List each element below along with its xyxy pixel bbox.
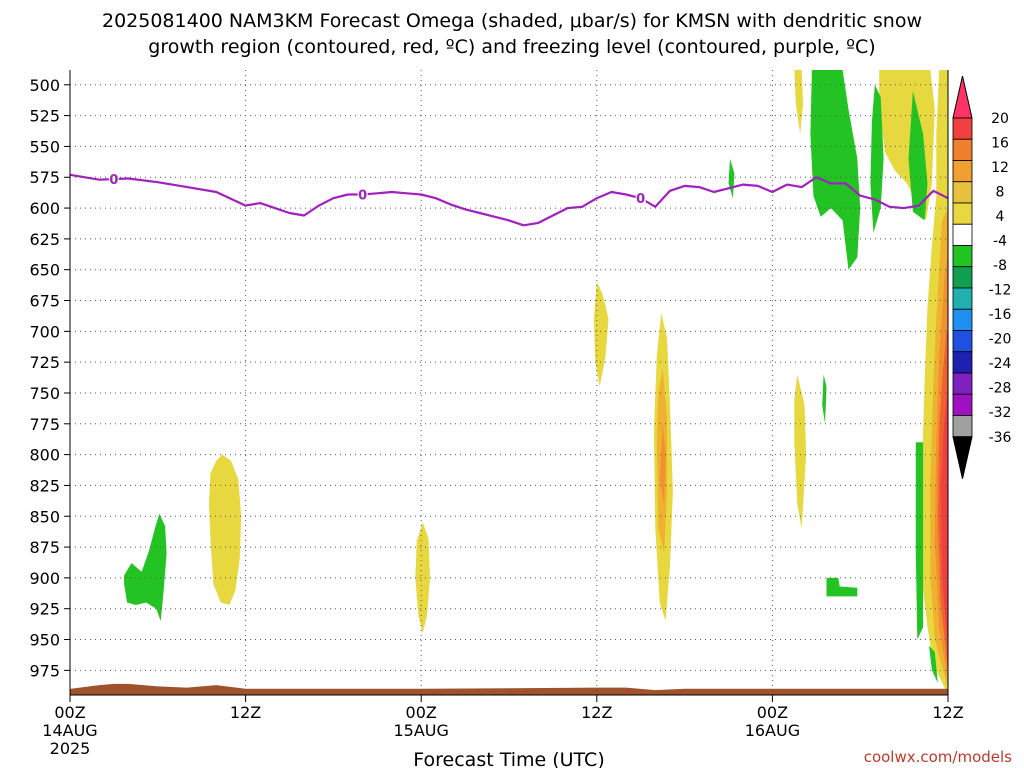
freezing-level-label-bg [357, 186, 368, 202]
colorbar-swatch [952, 117, 973, 140]
omega-region [929, 645, 938, 683]
colorbar-label: -20 [989, 332, 1012, 348]
colorbar-swatch [952, 287, 973, 310]
omega-region [415, 522, 430, 634]
y-tick-label: 550 [29, 137, 60, 156]
x-tick-label: 12Z [581, 703, 612, 722]
y-tick-label: 800 [29, 446, 60, 465]
y-tick-label: 975 [29, 661, 60, 680]
omega-region [810, 70, 861, 270]
omega-region [209, 454, 242, 605]
y-tick-label: 875 [29, 538, 60, 557]
freezing-level-label-bg [108, 171, 119, 187]
y-tick-label: 650 [29, 261, 60, 280]
y-tick-label: 675 [29, 292, 60, 311]
colorbar-label: 8 [996, 185, 1005, 201]
omega-region [659, 423, 666, 504]
colorbar-swatch [952, 223, 973, 246]
x-tick-date: 15AUG [393, 721, 448, 740]
y-tick-label: 725 [29, 353, 60, 372]
omega-region [915, 442, 924, 640]
omega-region [728, 158, 735, 199]
terrain-band [70, 683, 948, 695]
colorbar-label: -8 [993, 258, 1007, 274]
colorbar-swatch [952, 202, 973, 225]
omega-region [940, 380, 948, 652]
colorbar-label: 20 [991, 111, 1009, 127]
colorbar-label: -12 [989, 283, 1012, 299]
freezing-level-line [69, 173, 949, 227]
colorbar-label: 12 [991, 160, 1009, 176]
y-tick-label: 950 [29, 631, 60, 650]
x-tick-date: 14AUG [42, 721, 97, 740]
y-tick-label: 750 [29, 384, 60, 403]
grid-lines [70, 70, 948, 695]
x-tick-label: 00Z [757, 703, 788, 722]
credit-text: coolwx.com/models [864, 748, 1012, 766]
y-tick-label: 825 [29, 476, 60, 495]
colorbar-swatch [952, 266, 973, 289]
plot-area: 0 0 0 [69, 70, 949, 696]
y-tick-label: 700 [29, 322, 60, 341]
colorbar-swatch [952, 181, 973, 204]
colorbar-label: -16 [989, 307, 1012, 323]
colorbar-label: -24 [989, 356, 1012, 372]
chart-title-line-1: 2025081400 NAM3KM Forecast Omega (shaded… [102, 10, 922, 32]
x-tick-label: 12Z [932, 703, 963, 722]
y-tick-label: 625 [29, 230, 60, 249]
colorbar-swatch [952, 160, 973, 183]
colorbar-swatch [952, 308, 973, 331]
colorbar: 20 16 12 8 4 -4 -8 -12 -16 -20 -24 -28 -32 -36 [952, 75, 1012, 479]
colorbar-label: -32 [989, 405, 1012, 421]
x-tick-label: 00Z [406, 703, 437, 722]
freezing-level-label-bg [635, 190, 646, 206]
x-tick-date: 16AUG [745, 721, 800, 740]
y-tick-label: 925 [29, 600, 60, 619]
colorbar-swatch [952, 372, 973, 395]
y-tick-label: 500 [29, 76, 60, 95]
y-tick-label: 575 [29, 168, 60, 187]
freezing-level-label: 0 [358, 189, 367, 204]
colorbar-bottom-arrow [952, 436, 973, 479]
colorbar-label: 4 [996, 209, 1005, 225]
freezing-level-label: 0 [636, 192, 645, 207]
colorbar-swatch [952, 393, 973, 416]
omega-region [593, 282, 609, 387]
omega-region [794, 374, 807, 529]
y-tick-label: 600 [29, 199, 60, 218]
y-tick-label: 525 [29, 107, 60, 126]
omega-region [794, 70, 804, 135]
colorbar-label: 16 [991, 136, 1009, 152]
y-tick-label: 775 [29, 415, 60, 434]
omega-region [124, 513, 167, 621]
x-axis-label: Forecast Time (UTC) [413, 749, 604, 768]
y-axis-pressure: 500 525 550 575 600 625 650 675 700 725 750 775 800 8… [29, 76, 70, 680]
colorbar-label: -28 [989, 381, 1012, 397]
y-tick-label: 850 [29, 507, 60, 526]
colorbar-label: -4 [993, 234, 1007, 250]
omega-region [870, 84, 884, 233]
x-tick-label: 12Z [230, 703, 261, 722]
colorbar-swatch [952, 415, 973, 438]
x-tick-label: 00Z [54, 703, 85, 722]
colorbar-swatch [952, 138, 973, 161]
colorbar-swatch [952, 245, 973, 268]
x-tick-year: 2025 [50, 739, 91, 758]
colorbar-top-arrow [952, 75, 973, 119]
colorbar-label: -36 [989, 430, 1012, 446]
freezing-level-label: 0 [109, 173, 118, 188]
omega-region [908, 91, 928, 221]
colorbar-swatch [952, 330, 973, 353]
omega-region [826, 577, 858, 597]
y-tick-label: 900 [29, 569, 60, 588]
chart-title-line-2: growth region (contoured, red, ºC) and f… [148, 36, 875, 58]
omega-region [822, 374, 827, 424]
colorbar-swatch [952, 351, 973, 374]
